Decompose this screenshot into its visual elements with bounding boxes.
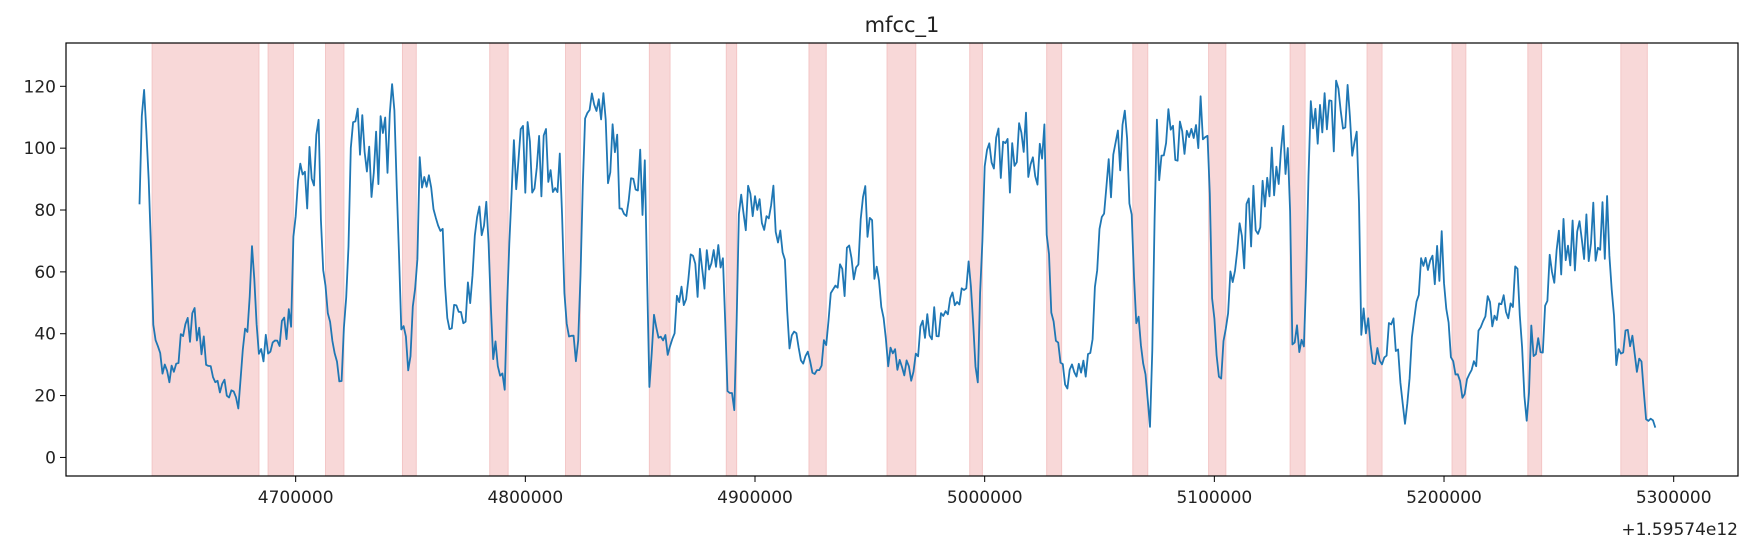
x-offset-label: +1.59574e12 bbox=[1621, 520, 1738, 540]
shaded-span-7 bbox=[725, 42, 738, 477]
shaded-span-17 bbox=[1527, 42, 1543, 477]
shaded-span-1 bbox=[267, 42, 294, 477]
shaded-span-2 bbox=[325, 42, 345, 477]
y-tick-label: 20 bbox=[34, 387, 56, 407]
shaded-span-9 bbox=[886, 42, 917, 477]
shaded-span-16 bbox=[1451, 42, 1467, 477]
shaded-span-5 bbox=[565, 42, 581, 477]
shaded-span-14 bbox=[1289, 42, 1306, 477]
x-tick-label: 5000000 bbox=[947, 488, 1023, 508]
x-tick-label: 5200000 bbox=[1406, 488, 1482, 508]
x-tick-label: 4900000 bbox=[717, 488, 793, 508]
x-tick-label: 5100000 bbox=[1176, 488, 1252, 508]
shaded-spans bbox=[151, 42, 1648, 477]
chart-title: mfcc_1 bbox=[865, 13, 940, 38]
y-tick-label: 0 bbox=[45, 448, 56, 468]
series-layer bbox=[138, 79, 1657, 428]
shaded-span-12 bbox=[1132, 42, 1149, 477]
shaded-span-18 bbox=[1620, 42, 1648, 477]
x-tick-label: 4800000 bbox=[487, 488, 563, 508]
y-tick-label: 60 bbox=[34, 263, 56, 283]
series-line-0 bbox=[138, 79, 1657, 428]
shaded-span-10 bbox=[969, 42, 983, 477]
x-tick-label: 4700000 bbox=[258, 488, 334, 508]
shaded-span-15 bbox=[1366, 42, 1383, 477]
shaded-span-6 bbox=[648, 42, 671, 477]
y-tick-label: 40 bbox=[34, 325, 56, 345]
x-tick-label: 5300000 bbox=[1636, 488, 1712, 508]
shaded-span-0 bbox=[151, 42, 260, 477]
y-tick-label: 100 bbox=[24, 139, 56, 159]
shaded-span-8 bbox=[808, 42, 827, 477]
shaded-span-3 bbox=[401, 42, 417, 477]
y-axis: 0 20 40 60 80 100 120 bbox=[24, 77, 66, 468]
y-tick-label: 120 bbox=[24, 77, 56, 97]
y-tick-label: 80 bbox=[34, 201, 56, 221]
shaded-span-4 bbox=[489, 42, 509, 477]
x-axis: 4700000 4800000 4900000 5000000 5100000 52000… bbox=[258, 476, 1712, 508]
axes-frame bbox=[65, 42, 1739, 477]
